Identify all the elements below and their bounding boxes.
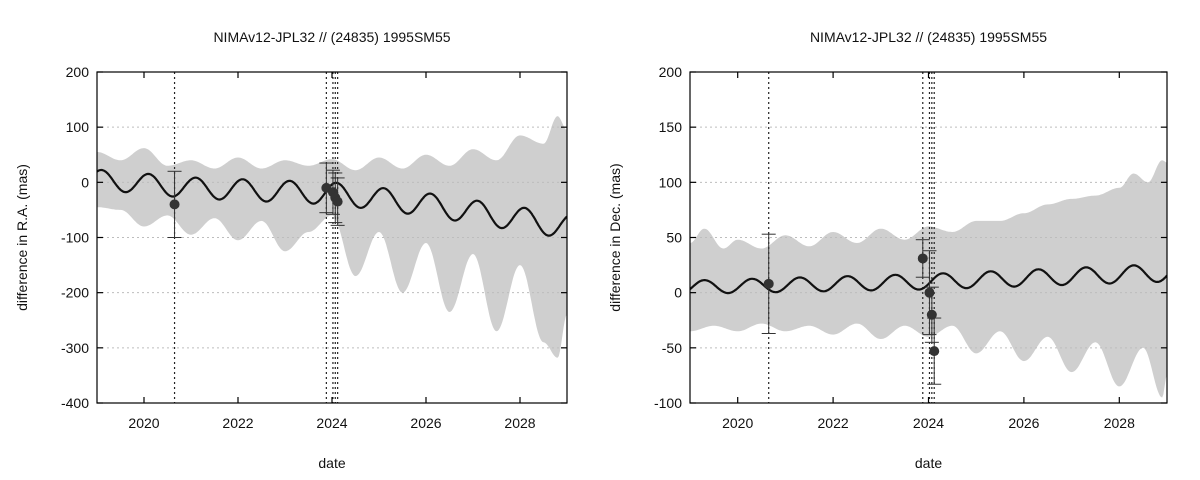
chart-panel-1: -400 -300 -200 -100 0 100 200 2020 2022 2024 2026 2…	[14, 29, 568, 471]
model-curve	[97, 168, 567, 237]
observation-point	[924, 286, 939, 343]
x-tick-label: 2020	[722, 415, 753, 431]
x-tick-label: 2028	[504, 415, 535, 431]
y-tick-label: -50	[662, 340, 682, 356]
y-axis-label: difference in Dec. (mas)	[607, 163, 623, 311]
y-tick-label: 100	[66, 119, 90, 135]
observation-point	[761, 233, 776, 334]
observation-point	[167, 170, 182, 238]
chart-title: NIMAv12-JPL32 // (24835) 1995SM55	[810, 29, 1047, 45]
y-tick-label: -200	[61, 285, 89, 301]
observation-marker	[763, 278, 774, 289]
chart-panel-2: -100 -50 0 50 100 150 200 2020 2022 2024 2026 2028 N…	[607, 29, 1168, 471]
x-tick-label: 2024	[913, 415, 944, 431]
x-tick-label: 2028	[1104, 415, 1135, 431]
x-axis-label: date	[915, 455, 942, 471]
observation-marker	[917, 253, 928, 264]
observation-marker	[926, 309, 937, 320]
observation-point	[927, 317, 942, 385]
uncertainty-band	[690, 160, 1167, 398]
observation-point	[319, 162, 334, 214]
x-tick-label: 2022	[222, 415, 253, 431]
y-tick-label: -400	[61, 395, 89, 411]
observation-point	[330, 177, 345, 226]
y-tick-label: -300	[61, 340, 89, 356]
x-tick-label: 2026	[410, 415, 441, 431]
x-tick-label: 2022	[818, 415, 849, 431]
x-tick-label: 2024	[316, 415, 347, 431]
y-tick-label: 100	[659, 174, 683, 190]
uncertainty-band	[97, 116, 567, 358]
observation-point	[915, 239, 930, 278]
y-tick-label: 0	[81, 174, 89, 190]
y-tick-label: -100	[654, 395, 682, 411]
chart-title: NIMAv12-JPL32 // (24835) 1995SM55	[213, 29, 450, 45]
observation-marker	[169, 199, 180, 210]
y-tick-label: 50	[666, 230, 682, 246]
observation-marker	[924, 287, 935, 298]
y-tick-label: 0	[674, 285, 682, 301]
y-tick-label: -100	[61, 230, 89, 246]
y-axis-label: difference in R.A. (mas)	[14, 164, 30, 311]
x-axis-label: date	[318, 455, 345, 471]
x-tick-label: 2020	[128, 415, 159, 431]
model-curve	[690, 264, 1167, 295]
y-tick-label: 200	[659, 64, 683, 80]
observation-marker	[929, 346, 940, 357]
x-tick-label: 2026	[1008, 415, 1039, 431]
observation-marker	[332, 196, 343, 207]
y-tick-label: 200	[66, 64, 90, 80]
y-tick-label: 150	[659, 119, 683, 135]
